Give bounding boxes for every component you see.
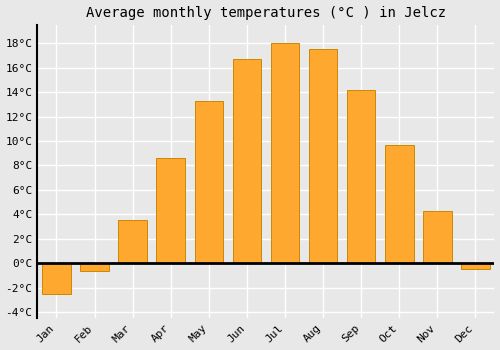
Bar <box>423 211 452 263</box>
Bar <box>80 263 109 271</box>
Bar <box>309 49 338 263</box>
Bar <box>461 263 490 269</box>
Bar <box>232 59 261 263</box>
Bar <box>385 145 414 263</box>
Bar <box>118 220 147 263</box>
Bar <box>347 90 376 263</box>
Bar <box>42 263 70 294</box>
Bar <box>194 101 223 263</box>
Title: Average monthly temperatures (°C ) in Jelcz: Average monthly temperatures (°C ) in Je… <box>86 6 446 20</box>
Bar <box>156 158 185 263</box>
Bar <box>270 43 300 263</box>
